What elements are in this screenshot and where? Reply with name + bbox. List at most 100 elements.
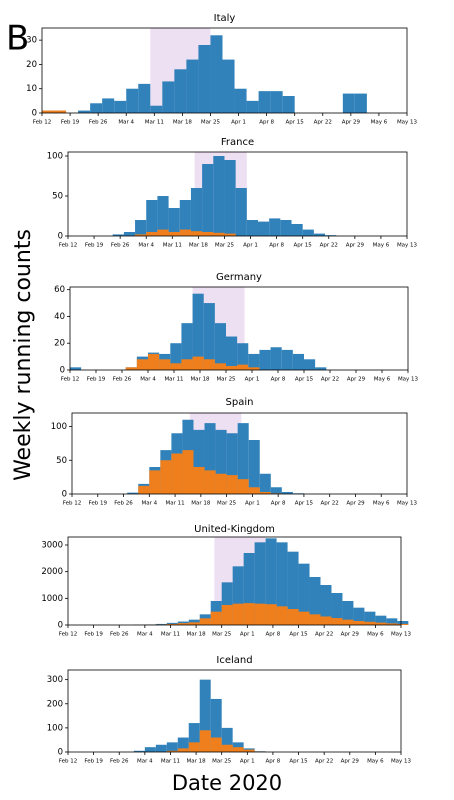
bar [125,367,137,370]
panel-label: B [6,19,29,59]
x-tick-label: Feb 26 [89,120,108,126]
x-tick-label: Apr 8 [266,632,281,638]
x-tick-label: Apr 15 [289,759,308,765]
bar [226,365,238,370]
bar [237,343,249,370]
plot-frame [67,669,402,753]
chart-title: United-Kingdom [194,524,275,535]
bar [177,737,189,752]
x-tick-label: Mar 18 [187,632,207,638]
x-tick-label: Feb 12 [59,759,78,765]
bar [259,349,271,370]
x-tick-label: Apr 1 [231,120,246,126]
bar [248,440,260,494]
bar [114,100,127,113]
bar [135,220,147,236]
plot-frame [67,536,402,626]
bar [179,200,191,236]
x-tick-label: Feb 19 [87,377,106,383]
x-tick-label: Apr 8 [269,243,284,249]
x-tick-label: Feb 12 [59,243,78,249]
x-tick-label: Feb 26 [110,759,129,765]
bar [135,234,147,236]
y-tick-label: 50 [56,456,67,466]
x-tick-label: Mar 11 [164,377,183,383]
bar [157,229,169,236]
x-tick-label: Apr 29 [342,120,361,126]
bar [210,35,223,113]
bar [342,619,354,625]
bar [237,479,249,494]
bar [148,353,160,370]
bar [126,88,139,113]
bar [226,336,238,370]
bar [254,603,266,625]
x-tick-label: Feb 26 [110,632,129,638]
bar [177,748,189,752]
bar [214,323,226,370]
bar [246,100,259,113]
bar [144,747,156,752]
bar [304,359,316,370]
y-tick-label: 20 [54,339,65,349]
bar [199,679,211,752]
bar [320,585,332,625]
bar [331,618,343,625]
bar [188,742,200,752]
bar [298,611,310,625]
bar [190,188,203,236]
bar [270,91,283,113]
bar [364,611,376,625]
bar [265,538,277,625]
x-tick-label: May 6 [373,501,390,507]
x-tick-label: Mar 11 [145,120,164,126]
bar [259,473,271,494]
x-tick-label: Mar 25 [201,120,221,126]
x-tick-label: Feb 12 [33,120,52,126]
bar [215,473,227,494]
x-tick-label: Apr 29 [346,501,365,507]
bar [204,470,216,494]
bar [287,551,299,625]
x-tick-label: Mar 25 [212,759,232,765]
bar [248,353,260,370]
x-tick-label: May 13 [391,759,412,765]
bar [353,621,365,625]
bar [248,487,260,494]
x-tick-label: Apr 29 [341,632,360,638]
bar [90,103,103,113]
bar [210,737,222,752]
x-tick-label: Feb 19 [89,501,108,507]
chart-title: Italy [214,13,236,24]
bar [276,606,288,625]
bar [155,744,167,752]
plot-frame [67,151,408,237]
y-tick-label: 100 [51,422,67,432]
bar [232,566,244,625]
bar [257,221,270,236]
bar [204,423,216,494]
x-tick-label: Mar 25 [217,501,237,507]
bar [232,603,244,625]
bar [281,349,293,370]
x-tick-label: May 13 [397,501,418,507]
x-tick-label: Apr 8 [259,120,274,126]
bar [170,343,182,370]
bar [342,601,354,625]
y-tick-label: 0 [62,490,67,500]
x-tick-label: Feb 26 [113,377,132,383]
bar [237,423,249,494]
bar [174,69,187,113]
bar [342,93,355,113]
x-tick-label: Mar 11 [163,243,182,249]
bar [364,621,376,625]
chart-title: Germany [216,272,262,283]
bar [213,232,225,236]
x-tick-label: Apr 15 [295,501,314,507]
x-tick-label: Feb 19 [85,243,104,249]
bar [281,491,293,494]
bar [386,618,398,625]
x-tick-label: Mar 18 [189,243,209,249]
bar [42,110,55,113]
bar [70,367,82,370]
